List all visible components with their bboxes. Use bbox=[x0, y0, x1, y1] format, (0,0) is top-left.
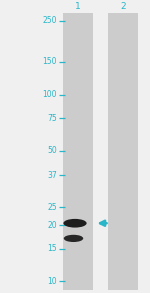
Bar bbox=[108, 13, 138, 290]
Text: 150: 150 bbox=[42, 57, 57, 67]
Text: 10: 10 bbox=[47, 277, 57, 286]
Ellipse shape bbox=[63, 219, 87, 228]
Text: 50: 50 bbox=[47, 146, 57, 156]
Text: 2: 2 bbox=[120, 1, 126, 11]
Text: 1: 1 bbox=[75, 1, 81, 11]
Bar bbox=[63, 13, 93, 290]
Text: 15: 15 bbox=[47, 244, 57, 253]
Text: 100: 100 bbox=[42, 90, 57, 99]
Text: 250: 250 bbox=[42, 16, 57, 25]
Ellipse shape bbox=[64, 235, 83, 242]
Text: 20: 20 bbox=[47, 221, 57, 230]
Text: 25: 25 bbox=[47, 203, 57, 212]
Text: 37: 37 bbox=[47, 171, 57, 180]
Text: 75: 75 bbox=[47, 114, 57, 122]
